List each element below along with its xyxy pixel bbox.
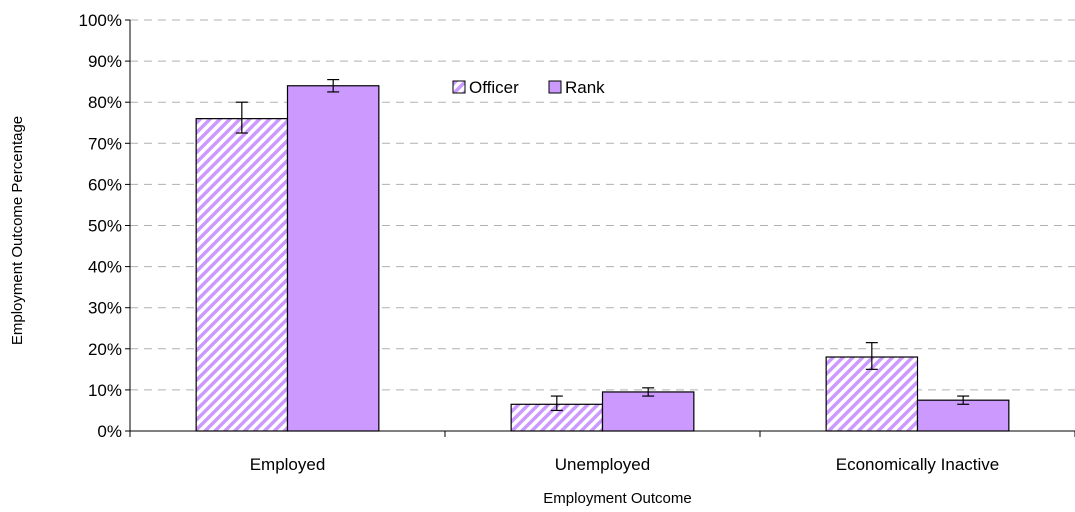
x-tick-label: Economically Inactive (836, 455, 999, 474)
x-axis-title: Employment Outcome (543, 490, 691, 507)
legend-label-rank: Rank (565, 78, 605, 97)
legend: Officer Rank (452, 78, 605, 97)
axes (125, 19, 1075, 437)
y-tick-label: 70% (88, 134, 122, 153)
y-tick-label: 60% (88, 175, 122, 194)
y-tick-label: 80% (88, 93, 122, 112)
legend-label-officer: Officer (469, 78, 519, 97)
y-tick-label: 90% (88, 52, 122, 71)
x-tick-label: Employed (250, 455, 326, 474)
bar-rank-2 (601, 391, 695, 432)
legend-swatch-rank (548, 80, 562, 94)
legend-swatch-officer (452, 80, 466, 94)
y-tick-label: 40% (88, 258, 122, 277)
bar-officer-1 (195, 118, 289, 432)
y-tick-label: 0% (97, 422, 122, 441)
y-tick-label: 100% (79, 11, 122, 30)
labels: 0% 10% 20% 30% 40% 50% 60% 70% 80% 90% 100% Employe… (79, 11, 1000, 474)
y-tick-label: 50% (88, 217, 122, 236)
bars (195, 78, 1010, 432)
bar-rank-3 (916, 399, 1010, 432)
x-tick-label: Unemployed (555, 455, 650, 474)
y-tick-label: 30% (88, 299, 122, 318)
bar-rank-1 (286, 85, 380, 432)
y-axis-title: Employment Outcome Percentage (9, 116, 26, 345)
y-tick-label: 10% (88, 381, 122, 400)
y-tick-label: 20% (88, 340, 122, 359)
